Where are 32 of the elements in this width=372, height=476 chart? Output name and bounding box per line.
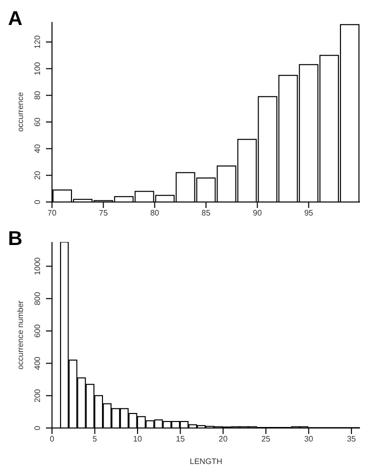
y-tick-label: 0 [33, 199, 42, 204]
chart-title: A [8, 8, 22, 31]
x-tick-label: 35 [346, 434, 356, 444]
y-tick-label: 80 [33, 90, 42, 100]
x-tick-label: 0 [50, 434, 55, 444]
x-tick-label: 25 [261, 434, 271, 444]
x-tick-label: 75 [98, 208, 108, 218]
y-tick-label: 100 [33, 61, 42, 76]
y-tick-label: 400 [33, 356, 42, 370]
y-tick-label: 40 [33, 144, 42, 154]
x-tick-label: 90 [252, 208, 262, 218]
y-tick-label: 0 [33, 425, 42, 430]
x-axis-title: LENGTH [190, 457, 222, 466]
x-tick-label: 80 [150, 208, 160, 218]
y-tick-label: 800 [33, 291, 42, 306]
x-tick-label: 10 [133, 434, 143, 444]
x-tick-label: 70 [48, 208, 57, 218]
x-tick-label: 85 [202, 208, 211, 218]
y-tick-label: 60 [33, 117, 42, 126]
y-tick-label: 120 [33, 34, 42, 49]
y-tick-label: 1000 [33, 256, 42, 276]
y-tick-label: 200 [33, 388, 42, 402]
y-axis-title: occurrence [16, 92, 25, 132]
y-tick-label: 600 [33, 324, 42, 338]
x-tick-label: 95 [304, 208, 314, 218]
y-tick-label: 20 [33, 170, 42, 180]
chart-title: B [8, 228, 22, 251]
x-tick-label: 30 [304, 434, 314, 444]
x-tick-label: 20 [218, 434, 228, 444]
x-tick-label: 15 [176, 434, 186, 444]
x-tick-label: 5 [92, 434, 98, 444]
y-axis-title: occurrence number [16, 300, 25, 370]
